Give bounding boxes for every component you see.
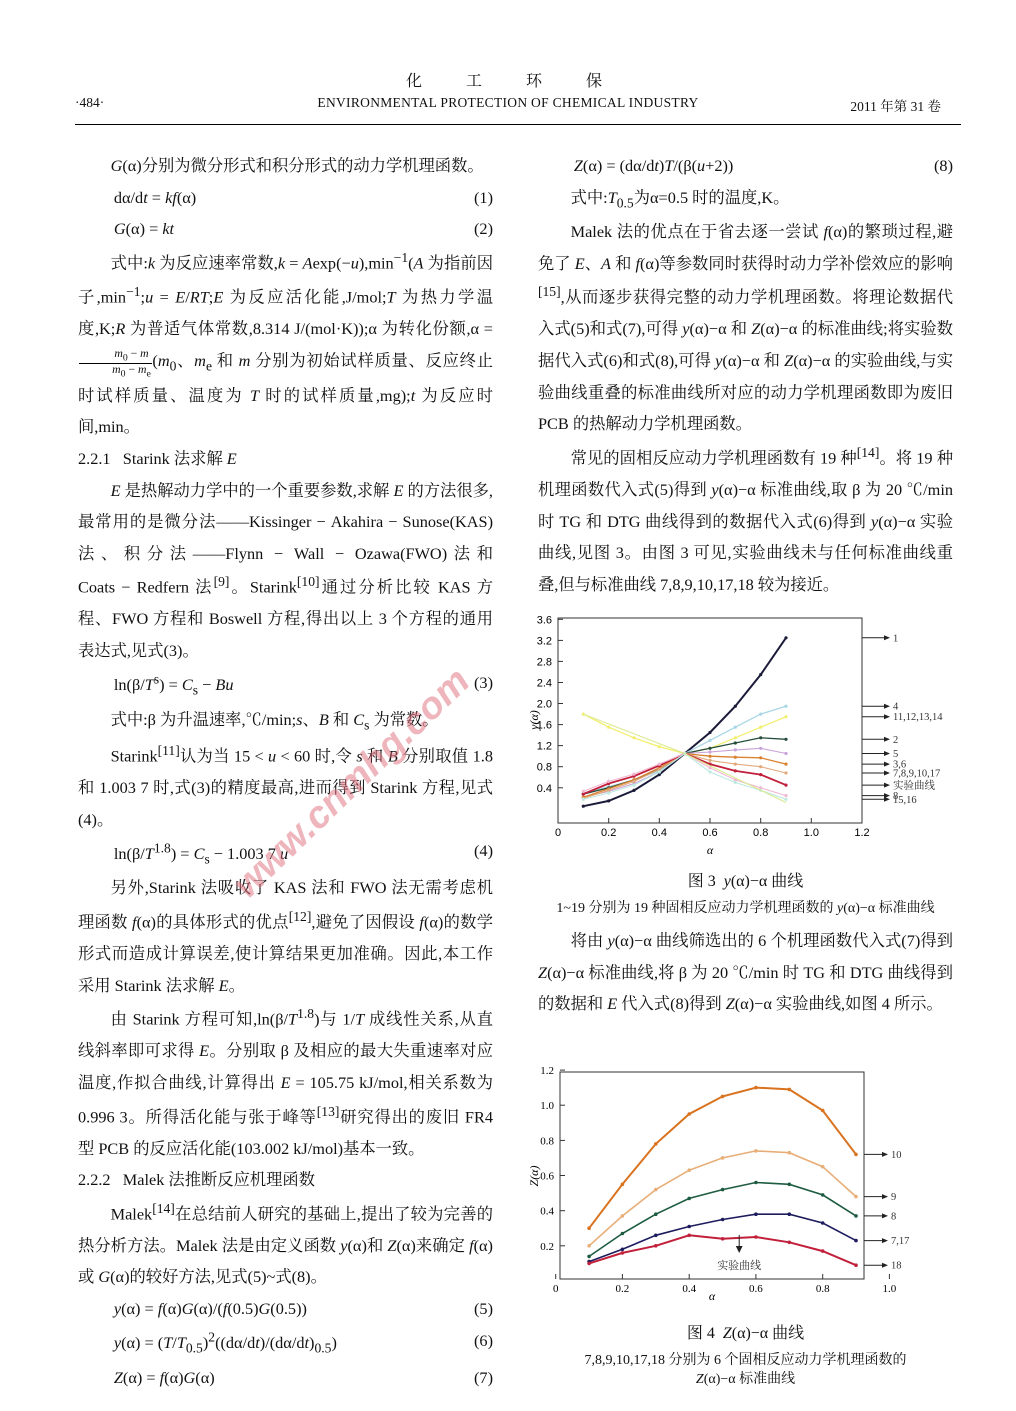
svg-text:0.4: 0.4 [537, 783, 552, 795]
svg-text:1.0: 1.0 [804, 827, 819, 839]
svg-text:0.4: 0.4 [682, 1283, 696, 1295]
svg-text:1: 1 [893, 634, 898, 645]
svg-text:9: 9 [891, 1192, 896, 1203]
svg-text:0: 0 [553, 1283, 559, 1295]
svg-text:7,17: 7,17 [891, 1236, 909, 1247]
svg-text:15,16: 15,16 [893, 795, 917, 806]
svg-text:0.4: 0.4 [652, 827, 667, 839]
svg-text:0.4: 0.4 [540, 1205, 554, 1217]
svg-text:1.2: 1.2 [537, 741, 552, 753]
svg-text:0.2: 0.2 [601, 827, 616, 839]
svg-text:7,8,9,10,17: 7,8,9,10,17 [893, 769, 940, 780]
svg-text:5: 5 [893, 749, 898, 760]
svg-text:0.6: 0.6 [540, 1170, 554, 1182]
svg-text:0.6: 0.6 [749, 1283, 763, 1295]
svg-text:0: 0 [555, 827, 561, 839]
svg-text:3.2: 3.2 [537, 636, 552, 648]
svg-text:1.2: 1.2 [854, 827, 869, 839]
svg-text:0.2: 0.2 [540, 1241, 554, 1253]
svg-text:18: 18 [891, 1260, 902, 1271]
svg-text:0.8: 0.8 [816, 1283, 830, 1295]
svg-text:实验曲线: 实验曲线 [717, 1258, 761, 1272]
svg-text:4: 4 [893, 702, 899, 713]
svg-text:α: α [707, 843, 714, 857]
svg-text:0.6: 0.6 [702, 827, 717, 839]
svg-text:0.2: 0.2 [616, 1283, 630, 1295]
svg-text:11,12,13,14: 11,12,13,14 [893, 713, 943, 724]
svg-text:0.8: 0.8 [537, 762, 552, 774]
svg-text:1.0: 1.0 [540, 1100, 554, 1112]
svg-text:α: α [709, 1289, 716, 1303]
svg-text:10: 10 [891, 1150, 902, 1161]
svg-text:2.8: 2.8 [537, 657, 552, 669]
svg-text:8: 8 [891, 1211, 896, 1222]
svg-text:2.4: 2.4 [537, 678, 552, 690]
svg-text:实验曲线: 实验曲线 [893, 779, 935, 792]
svg-text:2: 2 [893, 735, 898, 746]
svg-text:y(α): y(α) [527, 711, 541, 732]
svg-text:Z(α): Z(α) [527, 1165, 541, 1186]
svg-text:0.8: 0.8 [753, 827, 768, 839]
svg-text:0.8: 0.8 [540, 1135, 554, 1147]
svg-text:2.0: 2.0 [537, 699, 552, 711]
svg-text:3.6: 3.6 [537, 615, 552, 627]
svg-text:1.0: 1.0 [883, 1283, 897, 1295]
svg-text:1.2: 1.2 [540, 1065, 554, 1077]
